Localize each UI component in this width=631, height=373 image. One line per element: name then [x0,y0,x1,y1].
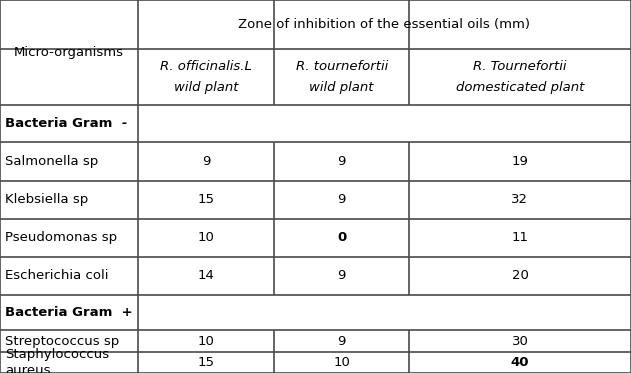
Text: Bacteria Gram  -: Bacteria Gram - [5,117,127,130]
Text: Salmonella sp: Salmonella sp [5,155,98,168]
Text: 32: 32 [512,193,528,206]
Text: Streptococcus sp: Streptococcus sp [5,335,119,348]
Text: aureus: aureus [5,364,50,373]
Text: 40: 40 [510,356,529,369]
Text: 9: 9 [338,269,346,282]
Text: Zone of inhibition of the essential oils (mm): Zone of inhibition of the essential oils… [239,18,530,31]
Text: Bacteria Gram  +: Bacteria Gram + [5,306,133,319]
Text: 20: 20 [512,269,528,282]
Text: R. tournefortii: R. tournefortii [295,60,388,73]
Text: wild plant: wild plant [309,81,374,94]
Text: domesticated plant: domesticated plant [456,81,584,94]
Text: 9: 9 [338,335,346,348]
Text: 10: 10 [333,356,350,369]
Text: Klebsiella sp: Klebsiella sp [5,193,88,206]
Text: R. Tournefortii: R. Tournefortii [473,60,567,73]
Text: 15: 15 [198,193,215,206]
Text: 10: 10 [198,231,215,244]
Text: 9: 9 [338,193,346,206]
Text: 11: 11 [512,231,528,244]
Text: 14: 14 [198,269,215,282]
Text: 0: 0 [337,231,346,244]
Text: R. officinalis.L: R. officinalis.L [160,60,252,73]
Text: Escherichia coli: Escherichia coli [5,269,109,282]
Text: 15: 15 [198,356,215,369]
Text: 9: 9 [338,155,346,168]
Text: Micro-organisms: Micro-organisms [14,46,124,59]
Text: wild plant: wild plant [174,81,239,94]
Text: 10: 10 [198,335,215,348]
Text: Staphylococcus: Staphylococcus [5,348,109,361]
Text: 19: 19 [512,155,528,168]
Text: 30: 30 [512,335,528,348]
Text: Pseudomonas sp: Pseudomonas sp [5,231,117,244]
Text: 9: 9 [202,155,210,168]
